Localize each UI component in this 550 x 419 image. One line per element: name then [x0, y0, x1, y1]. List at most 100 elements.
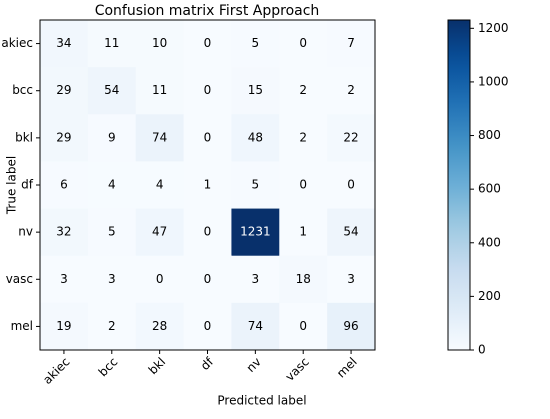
y-tick-label: df [21, 178, 34, 192]
heatmap-cell [87, 208, 137, 257]
heatmap-cell [327, 255, 376, 304]
heatmap-cell [327, 302, 376, 351]
x-tick-label: akiec [40, 355, 72, 387]
cell-label: 1231 [240, 225, 271, 239]
cell-label: 15 [248, 83, 263, 97]
y-axis-label: True label [5, 156, 19, 215]
y-tick-label: bkl [15, 130, 33, 144]
cell-label: 29 [56, 83, 71, 97]
heatmap-cell [183, 20, 232, 68]
heatmap-cell [279, 67, 328, 115]
cell-label: 0 [299, 319, 307, 333]
cell-label: 0 [299, 36, 307, 50]
cell-label: 5 [252, 178, 260, 192]
heatmap-cell [87, 255, 137, 304]
heatmap-cell [231, 161, 280, 210]
heatmap-cell [40, 114, 89, 162]
colorbar-tick-label: 200 [478, 289, 501, 303]
cell-label: 0 [347, 178, 355, 192]
cell-label: 5 [252, 36, 260, 50]
colorbar-tick-label: 400 [478, 235, 501, 249]
heatmap-cell [231, 255, 280, 304]
heatmap-cell [231, 302, 280, 351]
x-tick-label: mel [334, 355, 360, 381]
cell-label: 10 [152, 36, 167, 50]
y-tick-label: mel [11, 319, 33, 333]
heatmap-cell [87, 67, 137, 115]
heatmap-cell [40, 67, 89, 115]
heatmap-cell [183, 208, 232, 257]
cell-label: 5 [108, 225, 116, 239]
y-tick-label: bcc [12, 83, 33, 97]
heatmap-cell [327, 208, 376, 257]
y-tick-label: akiec [1, 36, 33, 50]
y-tick-label: vasc [6, 272, 33, 286]
cell-label: 54 [343, 225, 358, 239]
cell-label: 47 [152, 225, 167, 239]
cell-label: 0 [204, 130, 212, 144]
heatmap-cell [279, 208, 328, 257]
cell-label: 19 [56, 319, 71, 333]
heatmap-cell [183, 161, 232, 210]
cell-label: 2 [299, 130, 307, 144]
cell-label: 48 [248, 130, 263, 144]
heatmap-cell [87, 302, 137, 351]
x-tick-label: bkl [146, 355, 169, 378]
heatmap-cell [40, 20, 89, 68]
heatmap-cell [279, 161, 328, 210]
cell-label: 1 [204, 178, 212, 192]
heatmap-cell [279, 114, 328, 162]
cell-label: 4 [156, 178, 164, 192]
cell-label: 54 [104, 83, 119, 97]
heatmap-cell [183, 114, 232, 162]
x-tick-label: df [198, 354, 217, 373]
heatmap-cell [231, 20, 280, 68]
colorbar [447, 19, 471, 351]
cell-label: 3 [252, 272, 260, 286]
heatmap-cell [135, 302, 185, 351]
cell-label: 7 [347, 36, 355, 50]
heatmap-cell [279, 255, 328, 304]
heatmap-cell [135, 67, 185, 115]
heatmap-cell [87, 20, 137, 68]
heatmap-cell [183, 67, 232, 115]
cell-label: 0 [204, 272, 212, 286]
cell-label: 0 [204, 319, 212, 333]
cell-label: 11 [152, 83, 167, 97]
heatmap-cell [231, 208, 280, 257]
heatmap-cell [231, 114, 280, 162]
cell-label: 18 [296, 272, 311, 286]
cell-label: 11 [104, 36, 119, 50]
cell-label: 22 [343, 130, 358, 144]
x-tick-label: nv [244, 355, 264, 375]
heatmap-cell [327, 67, 376, 115]
colorbar-tick-label: 600 [478, 182, 501, 196]
cell-label: 74 [248, 319, 263, 333]
heatmap-cell [231, 67, 280, 115]
cell-label: 0 [299, 178, 307, 192]
heatmap-cell [135, 208, 185, 257]
x-axis-label: Predicted label [217, 394, 306, 408]
chart-title: Confusion matrix First Approach [95, 3, 320, 19]
x-tick-label: bcc [96, 355, 121, 380]
heatmap-cell [135, 161, 185, 210]
cell-label: 74 [152, 130, 167, 144]
cell-label: 0 [204, 83, 212, 97]
cell-label: 6 [60, 178, 68, 192]
cell-label: 3 [108, 272, 116, 286]
heatmap-cell [327, 114, 376, 162]
heatmap-cell [279, 20, 328, 68]
heatmap-cell [40, 208, 89, 257]
heatmap-cell [87, 114, 137, 162]
heatmap-cell [40, 302, 89, 351]
heatmap-cell [40, 255, 89, 304]
heatmap-cell [183, 302, 232, 351]
cell-label: 4 [108, 178, 116, 192]
cell-label: 0 [204, 225, 212, 239]
cell-label: 32 [56, 225, 71, 239]
cell-label: 0 [156, 272, 164, 286]
heatmap-cell [135, 20, 185, 68]
heatmap-cell [327, 20, 376, 68]
colorbar-tick-label: 1200 [478, 21, 509, 35]
heatmap-cell [135, 255, 185, 304]
